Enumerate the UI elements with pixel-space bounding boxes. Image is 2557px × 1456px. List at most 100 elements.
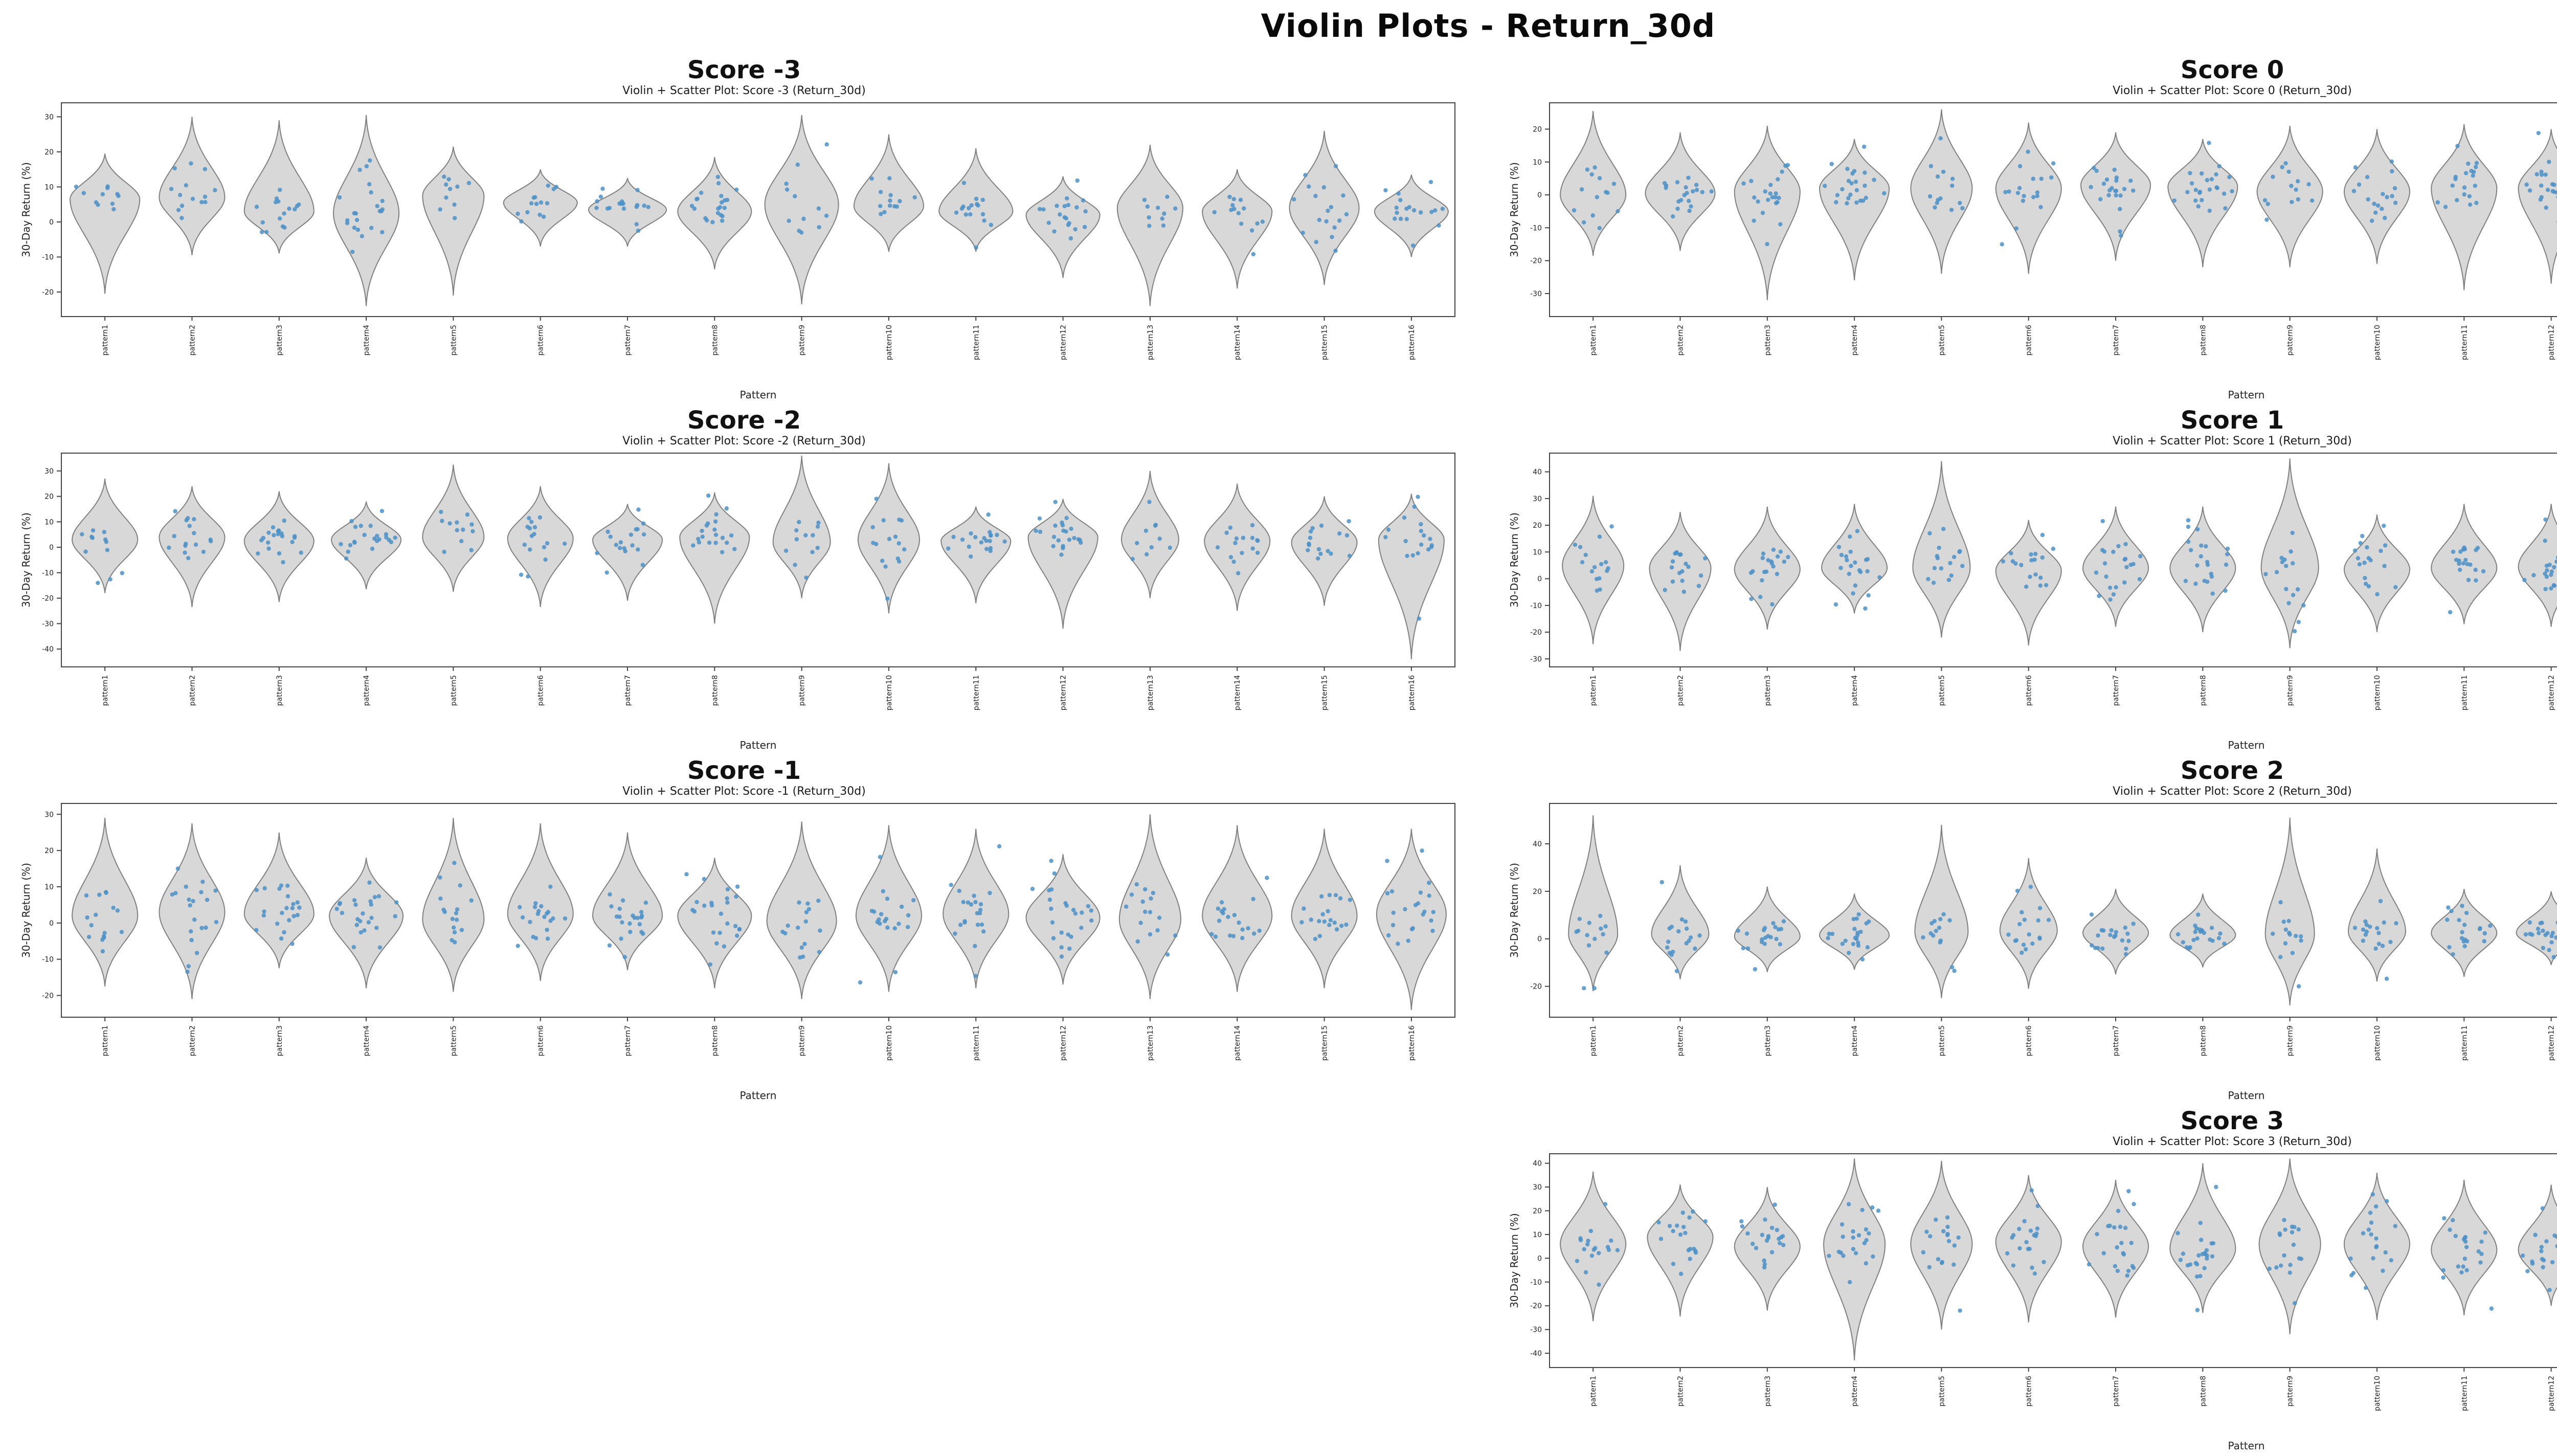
- scatter-point: [277, 216, 282, 221]
- scatter-point: [719, 911, 724, 916]
- scatter-point: [1688, 935, 1693, 940]
- scatter-point: [1147, 223, 1152, 228]
- x-tick-label: pattern5: [1938, 325, 1946, 355]
- scatter-point: [1851, 1235, 1855, 1240]
- violin-shape: [2518, 1184, 2557, 1306]
- scatter-point: [1069, 934, 1073, 939]
- scatter-point: [1082, 225, 1087, 230]
- scatter-point: [2447, 945, 2452, 950]
- scatter-point: [1143, 528, 1149, 533]
- scatter-point: [1427, 893, 1431, 898]
- scatter-point: [1771, 921, 1776, 926]
- scatter-point: [367, 182, 372, 187]
- scatter-point: [348, 543, 353, 548]
- scatter-point: [2369, 1220, 2374, 1225]
- scatter-point: [528, 920, 532, 924]
- scatter-point: [2112, 1225, 2117, 1230]
- scatter-point: [797, 900, 801, 905]
- scatter-point: [1317, 217, 1322, 222]
- scatter-point: [1583, 1270, 1588, 1274]
- x-tick-label: pattern1: [1589, 1025, 1598, 1056]
- scatter-point: [1314, 240, 1318, 244]
- scatter-point: [620, 898, 625, 903]
- y-tick-label: 30: [1533, 495, 1542, 503]
- subplot-subtitle: Violin + Scatter Plot: Score -3 (Return_…: [622, 84, 866, 97]
- scatter-point: [2389, 1258, 2393, 1263]
- scatter-point: [1134, 882, 1139, 887]
- scatter-point: [2457, 562, 2461, 566]
- scatter-point: [1773, 195, 1778, 199]
- violin-shape: [1291, 496, 1358, 606]
- scatter-point: [729, 533, 734, 538]
- subplot-title: Score 3: [2180, 1107, 2284, 1135]
- scatter-point: [2267, 1266, 2272, 1271]
- scatter-point: [1838, 566, 1843, 570]
- scatter-point: [911, 898, 916, 903]
- scatter-point: [1069, 526, 1073, 531]
- scatter-point: [1865, 569, 1870, 574]
- scatter-point: [111, 905, 116, 910]
- scatter-point: [622, 955, 627, 959]
- scatter-point: [374, 926, 379, 930]
- scatter-point: [1332, 225, 1337, 230]
- scatter-point: [2544, 563, 2549, 568]
- scatter-point: [639, 915, 644, 920]
- x-tick-label: pattern1: [101, 325, 109, 355]
- scatter-point: [700, 528, 704, 533]
- scatter-point: [1052, 229, 1057, 234]
- scatter-point: [2451, 952, 2455, 957]
- scatter-point: [1678, 1271, 1684, 1276]
- scatter-point: [1938, 136, 1943, 141]
- scatter-point: [532, 531, 536, 536]
- scatter-point: [1937, 546, 1941, 550]
- y-tick-label: -30: [42, 620, 54, 628]
- scatter-point: [643, 900, 648, 905]
- scatter-point: [2003, 190, 2008, 194]
- scatter-point: [617, 914, 622, 919]
- scatter-point: [1934, 929, 1938, 933]
- scatter-point: [2203, 1251, 2207, 1256]
- y-tick-label: -10: [42, 569, 54, 577]
- scatter-point: [1679, 917, 1685, 922]
- scatter-point: [1736, 928, 1740, 933]
- scatter-point: [641, 532, 646, 537]
- violin-shape: [2347, 848, 2407, 982]
- scatter-point: [1921, 1250, 1925, 1255]
- y-tick-label: 20: [44, 493, 54, 501]
- scatter-point: [1688, 1257, 1692, 1261]
- scatter-point: [1089, 908, 1093, 913]
- scatter-point: [2462, 185, 2467, 190]
- scatter-point: [1601, 932, 1605, 936]
- scatter-point: [452, 861, 457, 865]
- scatter-point: [2095, 1231, 2099, 1237]
- scatter-point: [1858, 929, 1863, 934]
- scatter-point: [1950, 176, 1955, 181]
- scatter-point: [2382, 920, 2386, 925]
- scatter-point: [1666, 939, 1671, 944]
- scatter-point: [1851, 1229, 1855, 1234]
- scatter-point: [2033, 572, 2038, 577]
- x-tick-label: pattern12: [1060, 675, 1068, 710]
- scatter-point: [89, 923, 94, 928]
- scatter-point: [2114, 193, 2118, 198]
- x-tick-label: pattern3: [1764, 1376, 1772, 1406]
- scatter-point: [811, 533, 815, 537]
- scatter-point: [1168, 545, 1172, 550]
- scatter-point: [1383, 535, 1388, 540]
- scatter-point: [90, 535, 95, 540]
- scatter-point: [1148, 910, 1153, 914]
- scatter-point: [1683, 919, 1688, 924]
- scatter-point: [1316, 547, 1321, 552]
- scatter-point: [2286, 601, 2291, 606]
- scatter-point: [1047, 888, 1051, 893]
- scatter-point: [2543, 933, 2548, 937]
- scatter-point: [2291, 593, 2296, 597]
- scatter-point: [2207, 208, 2212, 213]
- scatter-point: [1583, 552, 1588, 557]
- scatter-point: [1403, 907, 1407, 912]
- scatter-point: [281, 560, 285, 565]
- scatter-point: [1762, 1258, 1766, 1263]
- scatter-point: [1766, 1236, 1770, 1241]
- scatter-point: [1932, 566, 1937, 571]
